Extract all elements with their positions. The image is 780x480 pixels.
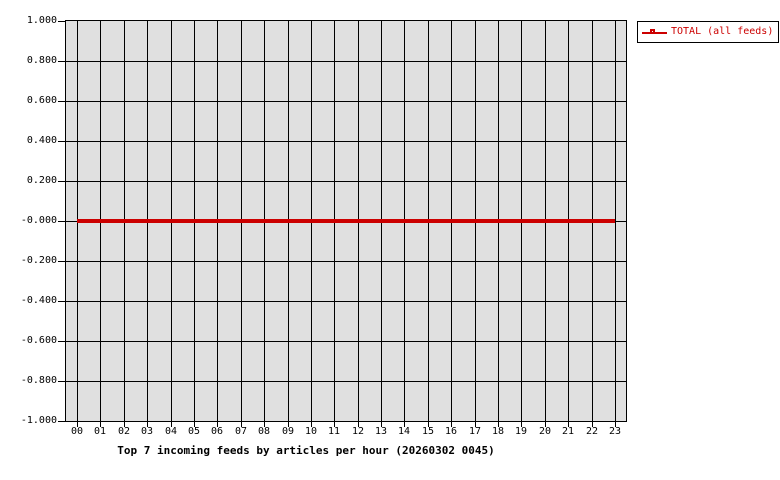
y-tick-mark: [58, 221, 65, 222]
y-tick-label: 0.600: [26, 95, 57, 106]
x-tick-label: 03: [140, 426, 154, 437]
x-tick-mark: [428, 422, 429, 427]
x-tick-mark: [404, 422, 405, 427]
x-tick-mark: [592, 422, 593, 427]
x-tick-mark: [381, 422, 382, 427]
x-tick-label: 14: [397, 426, 411, 437]
x-tick-mark: [568, 422, 569, 427]
x-tick-label: 12: [351, 426, 365, 437]
x-tick-mark: [615, 422, 616, 427]
legend-square-marker-icon: [650, 28, 655, 34]
x-tick-label: 22: [585, 426, 599, 437]
x-tick-label: 20: [538, 426, 552, 437]
y-tick-label: 1.000: [26, 15, 57, 26]
x-tick-mark: [77, 422, 78, 427]
legend-box: TOTAL (all feeds): [637, 21, 780, 43]
x-tick-mark: [521, 422, 522, 427]
x-tick-label: 11: [327, 426, 341, 437]
x-tick-mark: [171, 422, 172, 427]
chart-title: Top 7 incoming feeds by articles per hou…: [117, 444, 495, 457]
y-tick-mark: [58, 341, 65, 342]
x-tick-mark: [451, 422, 452, 427]
y-tick-mark: [58, 421, 65, 422]
y-tick-mark: [58, 261, 65, 262]
y-tick-label: -0.000: [20, 215, 57, 226]
x-tick-label: 05: [187, 426, 201, 437]
x-tick-label: 04: [164, 426, 178, 437]
y-gridline: [66, 381, 626, 382]
x-tick-mark: [124, 422, 125, 427]
x-tick-label: 18: [491, 426, 505, 437]
series-layer: [77, 219, 615, 223]
y-tick-mark: [58, 61, 65, 62]
legend-sample: [642, 28, 667, 37]
x-tick-label: 01: [93, 426, 107, 437]
y-tick-label: 0.800: [26, 55, 57, 66]
y-tick-mark: [58, 381, 65, 382]
y-gridline: [66, 261, 626, 262]
x-tick-mark: [475, 422, 476, 427]
legend-label: TOTAL (all feeds): [671, 26, 774, 37]
x-tick-mark: [217, 422, 218, 427]
x-tick-label: 15: [421, 426, 435, 437]
y-gridline: [66, 301, 626, 302]
x-tick-mark: [334, 422, 335, 427]
y-tick-label: 0.400: [26, 135, 57, 146]
x-tick-mark: [311, 422, 312, 427]
x-tick-label: 16: [444, 426, 458, 437]
y-gridline: [66, 101, 626, 102]
x-tick-label: 02: [117, 426, 131, 437]
x-tick-label: 09: [281, 426, 295, 437]
x-tick-label: 23: [608, 426, 622, 437]
x-tick-label: 17: [468, 426, 482, 437]
y-gridline: [66, 141, 626, 142]
y-tick-mark: [58, 141, 65, 142]
y-tick-mark: [58, 181, 65, 182]
x-tick-mark: [194, 422, 195, 427]
x-tick-label: 07: [234, 426, 248, 437]
x-tick-mark: [545, 422, 546, 427]
y-tick-label: -0.200: [20, 255, 57, 266]
y-tick-label: -0.600: [20, 335, 57, 346]
y-tick-mark: [58, 21, 65, 22]
x-tick-label: 10: [304, 426, 318, 437]
x-tick-label: 19: [514, 426, 528, 437]
x-tick-label: 21: [561, 426, 575, 437]
y-tick-label: 0.200: [26, 175, 57, 186]
y-tick-mark: [58, 301, 65, 302]
y-tick-label: -1.000: [20, 415, 57, 426]
x-tick-mark: [358, 422, 359, 427]
y-tick-label: -0.800: [20, 375, 57, 386]
x-tick-mark: [498, 422, 499, 427]
x-tick-label: 00: [70, 426, 84, 437]
x-tick-mark: [100, 422, 101, 427]
y-tick-mark: [58, 101, 65, 102]
x-tick-label: 13: [374, 426, 388, 437]
y-tick-label: -0.400: [20, 295, 57, 306]
x-tick-label: 06: [210, 426, 224, 437]
x-tick-mark: [241, 422, 242, 427]
y-gridline: [66, 341, 626, 342]
plot-area: [65, 20, 627, 422]
x-tick-mark: [288, 422, 289, 427]
y-gridline: [66, 181, 626, 182]
y-gridline: [66, 61, 626, 62]
x-tick-mark: [264, 422, 265, 427]
x-tick-label: 08: [257, 426, 271, 437]
x-tick-mark: [147, 422, 148, 427]
